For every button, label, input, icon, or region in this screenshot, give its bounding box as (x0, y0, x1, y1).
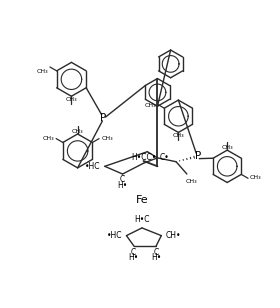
Text: C•: C• (160, 153, 169, 162)
Text: CH₃: CH₃ (144, 103, 156, 107)
Text: CH₃: CH₃ (221, 145, 233, 150)
Text: H•C: H•C (134, 215, 150, 224)
Text: C: C (120, 175, 125, 184)
Text: CH₃: CH₃ (249, 175, 261, 180)
Text: CH₃: CH₃ (172, 133, 184, 138)
Text: C: C (154, 248, 159, 257)
Text: CH₃: CH₃ (42, 136, 54, 141)
Text: CH₃: CH₃ (186, 179, 197, 184)
Text: C: C (131, 248, 136, 257)
Text: P: P (195, 151, 201, 161)
Text: CH₃: CH₃ (66, 97, 77, 102)
Text: Fe: Fe (136, 195, 148, 205)
Text: •HC: •HC (85, 162, 101, 171)
Text: CH•: CH• (165, 231, 181, 240)
Text: H•CC•: H•CC• (131, 153, 156, 163)
Text: •HC: •HC (107, 231, 123, 240)
Text: H•: H• (117, 181, 128, 190)
Text: H•: H• (151, 253, 162, 262)
Text: CH₃: CH₃ (37, 68, 48, 74)
Text: P: P (100, 113, 106, 123)
Text: H•: H• (128, 253, 139, 262)
Text: CH₃: CH₃ (72, 128, 83, 134)
Text: CH₃: CH₃ (101, 136, 113, 141)
